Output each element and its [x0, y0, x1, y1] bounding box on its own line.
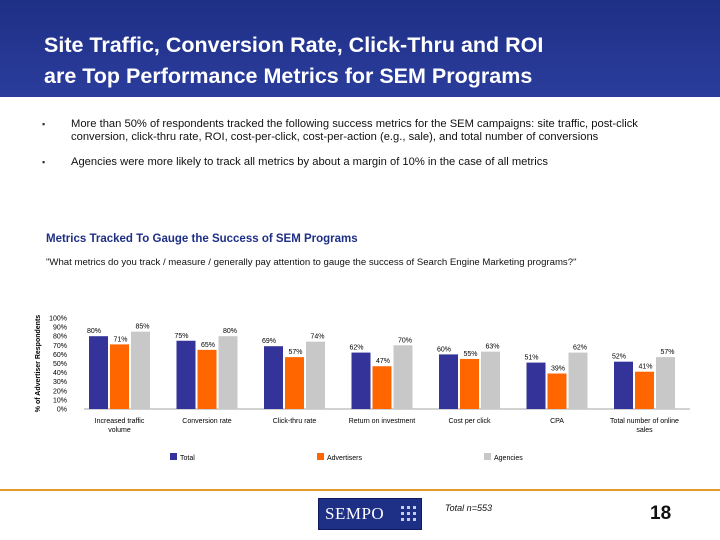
chart-heading: Metrics Tracked To Gauge the Success of …: [46, 233, 358, 245]
bullet-text: Agencies were more likely to track all m…: [71, 156, 548, 168]
slide-title: Site Traffic, Conversion Rate, Click-Thr…: [44, 30, 694, 92]
data-label: 57%: [660, 349, 674, 356]
bar: [264, 346, 283, 409]
bar: [197, 349, 217, 409]
y-tick-label: 80%: [53, 334, 67, 341]
bar: [481, 351, 500, 409]
data-label: 71%: [113, 336, 127, 343]
bar: [176, 340, 196, 409]
footer-divider: [0, 489, 720, 491]
x-tick-label: Conversion rate: [182, 418, 232, 425]
bar: [568, 352, 588, 409]
bullet-text: More than 50% of respondents tracked the…: [71, 118, 638, 143]
y-tick-label: 30%: [53, 379, 67, 386]
x-tick-label: Click-thru rate: [273, 418, 317, 425]
data-label: 62%: [350, 345, 364, 352]
bar: [351, 352, 371, 409]
x-tick-label: CPA: [550, 418, 564, 425]
data-label: 75%: [175, 333, 189, 340]
slide-title-line-2: are Top Performance Metrics for SEM Prog…: [44, 64, 533, 88]
bar: [306, 341, 325, 409]
legend-swatch: [170, 453, 177, 460]
bar: [285, 357, 304, 409]
x-tick-label: Increased traffic: [95, 418, 145, 425]
data-label: 41%: [638, 364, 652, 371]
data-label: 57%: [288, 349, 302, 356]
sample-size-note: Total n=553: [445, 503, 492, 513]
title-banner: Site Traffic, Conversion Rate, Click-Thr…: [0, 0, 720, 97]
legend-label: Agencies: [494, 455, 523, 462]
slide-title-line-1: Site Traffic, Conversion Rate, Click-Thr…: [44, 33, 544, 57]
data-label: 63%: [485, 344, 499, 351]
logo-dots-icon: [401, 506, 417, 522]
bar: [110, 344, 129, 409]
bar: [131, 331, 150, 409]
bar: [439, 354, 458, 409]
x-tick-label: Total number of online: [610, 418, 679, 425]
data-label: 62%: [573, 345, 587, 352]
legend-label: Total: [180, 455, 195, 462]
x-tick-label: Return on investment: [349, 418, 416, 425]
data-label: 39%: [551, 366, 565, 373]
y-tick-label: 50%: [53, 361, 67, 368]
legend-swatch: [317, 453, 324, 460]
y-tick-label: 70%: [53, 343, 67, 350]
data-label: 47%: [376, 358, 390, 365]
data-label: 52%: [612, 354, 626, 361]
bar: [89, 336, 108, 409]
y-tick-label: 40%: [53, 370, 67, 377]
data-label: 69%: [262, 338, 276, 345]
data-label: 80%: [223, 328, 237, 335]
data-label: 70%: [398, 337, 412, 344]
bullet-list: ▪ More than 50% of respondents tracked t…: [42, 118, 692, 181]
y-tick-label: 10%: [53, 397, 67, 404]
bar: [218, 336, 238, 409]
data-label: 85%: [135, 324, 149, 331]
bullet-icon: ▪: [42, 119, 46, 129]
y-tick-label: 0%: [57, 407, 67, 414]
data-label: 60%: [437, 346, 451, 353]
y-tick-label: 20%: [53, 388, 67, 395]
data-label: 80%: [87, 328, 101, 335]
bar: [635, 371, 654, 409]
bar: [614, 361, 633, 409]
data-label: 74%: [310, 334, 324, 341]
bar: [372, 366, 392, 409]
bullet-item: ▪ More than 50% of respondents tracked t…: [42, 118, 692, 144]
y-axis-title: % of Advertiser Respondents: [35, 315, 42, 412]
chart-subheading: "What metrics do you track / measure / g…: [46, 257, 577, 268]
y-tick-label: 90%: [53, 325, 67, 332]
bar: [547, 373, 567, 409]
sempo-logo: SEMPO: [318, 498, 422, 530]
legend-label: Advertisers: [327, 455, 363, 462]
bullet-item: ▪ Agencies were more likely to track all…: [42, 156, 692, 169]
bar: [526, 362, 546, 409]
x-tick-label: Cost per click: [448, 418, 491, 425]
bar: [460, 358, 479, 409]
page-number: 18: [650, 503, 672, 524]
x-tick-label: sales: [636, 427, 653, 434]
bar: [656, 357, 675, 409]
data-label: 51%: [525, 355, 539, 362]
legend-swatch: [484, 453, 491, 460]
bar: [393, 345, 413, 409]
y-tick-label: 60%: [53, 352, 67, 359]
data-label: 65%: [201, 342, 215, 349]
y-tick-label: 100%: [49, 316, 67, 323]
data-label: 55%: [463, 351, 477, 358]
bullet-icon: ▪: [42, 157, 46, 167]
logo-wordmark: SEMPO: [325, 504, 385, 523]
x-tick-label: volume: [108, 427, 131, 434]
bar-chart: % of Advertiser Respondents 100% 90% 80% 70%…: [35, 315, 690, 462]
